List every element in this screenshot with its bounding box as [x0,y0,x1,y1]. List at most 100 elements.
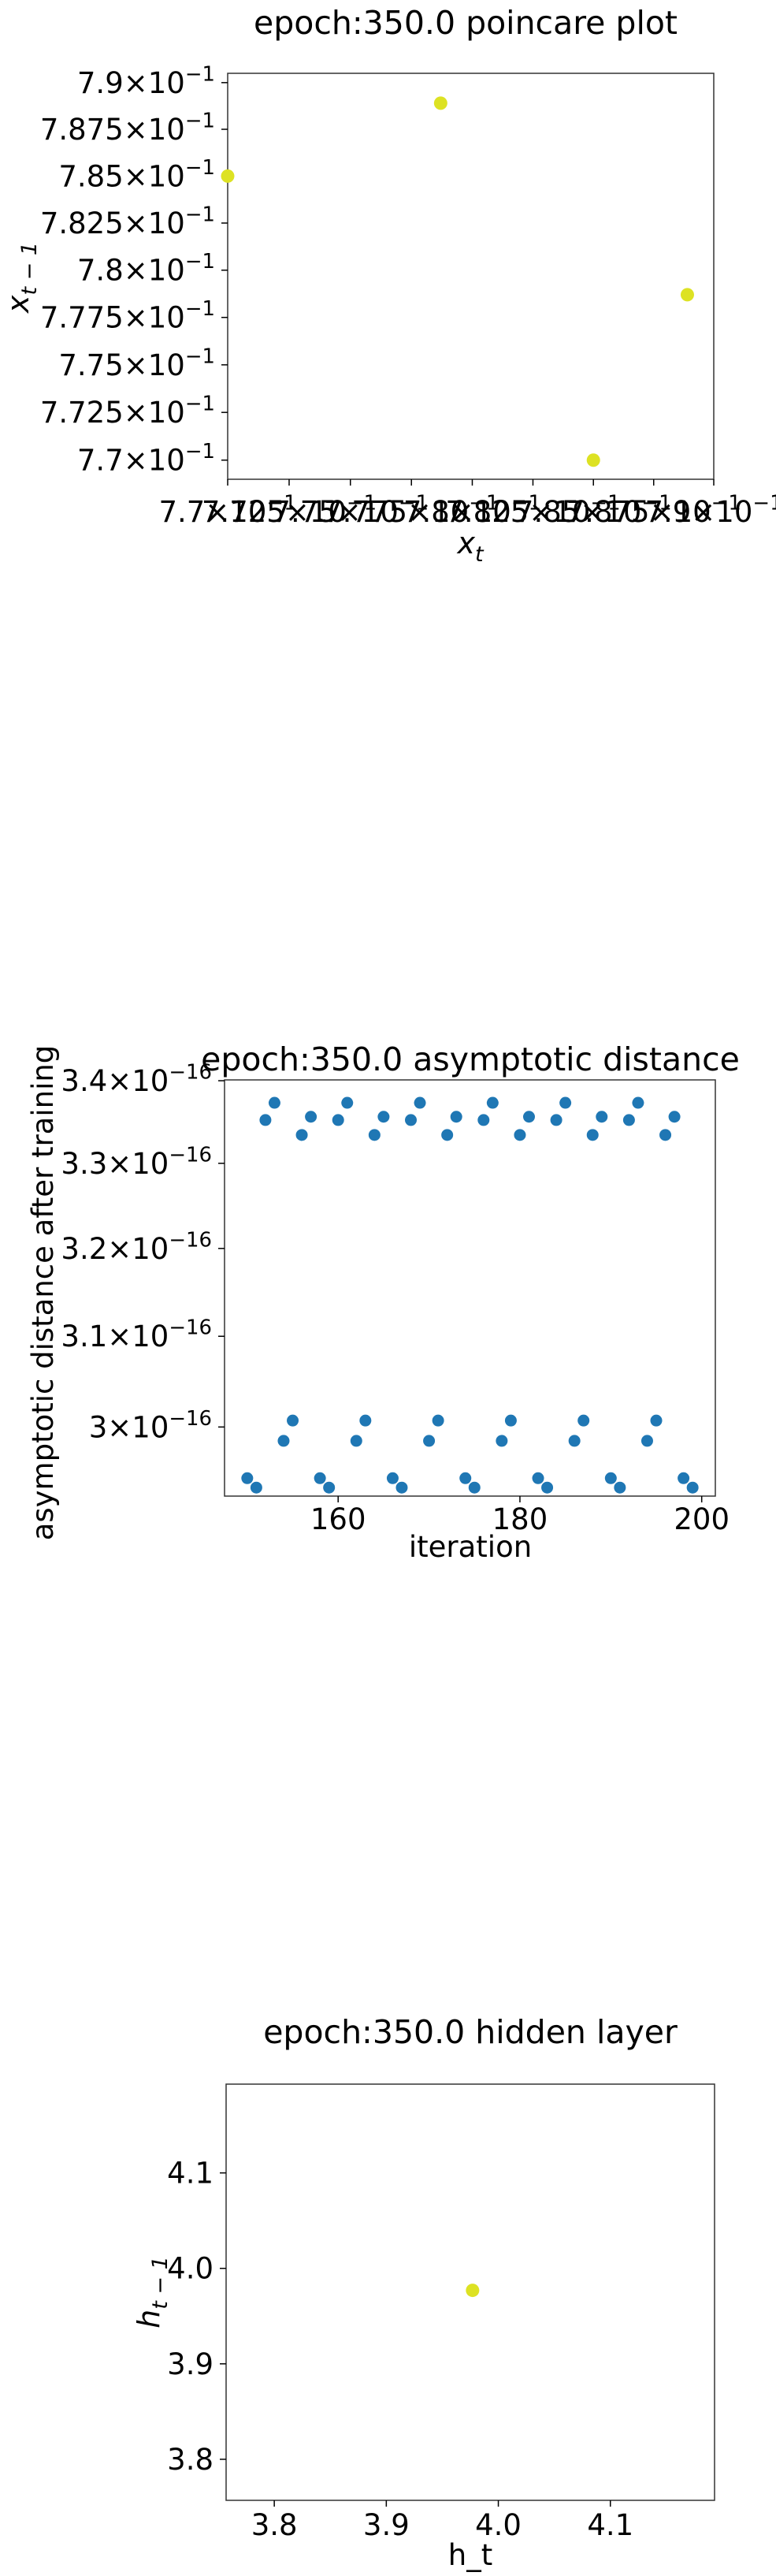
asymptotic-distance-chart: epoch:350.0 asymptotic distance 3×10−163… [26,1040,740,1564]
asymptotic-point [386,1472,399,1484]
asymptotic-point [359,1414,372,1427]
poincare-x-tick-label: 7.8×10−1 [403,491,541,529]
asymptotic-point [414,1096,426,1109]
asymptotic-point [541,1481,554,1494]
asymptotic-point [668,1111,681,1123]
asymptotic-point [650,1414,663,1427]
poincare-y-tick-label: 7.85×10−1 [58,156,215,194]
asymptotic-points [241,1096,699,1494]
poincare-point [433,96,447,110]
poincare-x-tick-label: 7.725×10−1 [202,491,377,529]
asymptotic-y-axis-label: asymptotic distance after training [26,1045,60,1541]
asymptotic-point [332,1114,344,1126]
asymptotic-point [268,1096,280,1109]
hidden-layer-x-axis-label: h_t [448,2538,492,2572]
asymptotic-point [568,1435,581,1447]
poincare-y-tick-label: 7.875×10−1 [40,109,215,147]
asymptotic-point [632,1096,644,1109]
asymptotic-point [341,1096,354,1109]
asymptotic-point [514,1129,526,1141]
poincare-chart: epoch:350.0 poincare plot 7.7×10−17.725×… [1,4,776,567]
hidden-layer-x-tick-label: 3.8 [251,2508,298,2542]
asymptotic-point [532,1472,544,1484]
poincare-plot-frame [227,73,715,480]
asymptotic-point [377,1111,390,1123]
asymptotic-x-ticks: 160 180 200 [310,1496,730,1536]
hidden-layer-y-tick-label: 3.8 [167,2443,213,2477]
asymptotic-point [659,1129,672,1141]
poincare-x-tick-label: 7.7×10−1 [158,491,296,529]
asymptotic-point [596,1111,608,1123]
hidden-layer-x-tick-label: 3.9 [363,2508,410,2542]
hidden-layer-y-axis-label: ht − 1 [132,2256,173,2328]
asymptotic-y-ticks: 3×10−16 3.1×10−16 3.2×10−16 3.3×10−16 3.4×10… [61,1060,225,1444]
asymptotic-y-tick-label: 3.2×10−16 [61,1228,212,1266]
poincare-y-tick-label: 7.825×10−1 [40,203,215,240]
poincare-y-tick-label: 7.775×10−1 [40,297,215,335]
asymptotic-point [287,1414,299,1427]
asymptotic-point [305,1111,317,1123]
asymptotic-point [277,1435,290,1447]
asymptotic-y-tick-label: 3.3×10−16 [61,1143,212,1181]
asymptotic-y-tick-label: 3.4×10−16 [61,1060,212,1098]
asymptotic-point [259,1114,272,1126]
asymptotic-x-tick-label: 200 [674,1502,730,1536]
asymptotic-point [423,1435,436,1447]
hidden-layer-x-ticks: 3.8 3.9 4.0 4.1 [251,2500,633,2542]
asymptotic-point [640,1435,653,1447]
poincare-x-tick-label: 7.825×10−1 [445,491,620,529]
asymptotic-point [459,1472,472,1484]
asymptotic-point [678,1472,690,1484]
poincare-y-tick-label: 7.8×10−1 [77,250,215,288]
hidden-layer-x-tick-label: 4.1 [587,2508,633,2542]
asymptotic-point [323,1481,336,1494]
asymptotic-point [241,1472,254,1484]
asymptotic-point [504,1414,517,1427]
asymptotic-point [496,1435,508,1447]
asymptotic-point [450,1111,462,1123]
asymptotic-point [486,1096,499,1109]
hidden-layer-chart: epoch:350.0 hidden layer 3.8 3.9 4.0 4.1 3.… [132,2013,715,2572]
asymptotic-point [314,1472,326,1484]
asymptotic-point [250,1481,262,1494]
asymptotic-point [550,1114,563,1126]
poincare-y-tick-label: 7.75×10−1 [58,344,215,382]
asymptotic-point [614,1481,626,1494]
poincare-y-axis-label: xt − 1 [1,242,42,314]
poincare-y-tick-label: 7.725×10−1 [40,393,215,430]
asymptotic-point [441,1129,454,1141]
asymptotic-point [350,1435,362,1447]
asymptotic-x-tick-label: 160 [310,1502,366,1536]
poincare-points [221,96,694,467]
asymptotic-point [477,1114,490,1126]
asymptotic-point [559,1096,572,1109]
hidden-layer-y-tick-label: 4.0 [167,2252,213,2286]
hidden-layer-y-tick-label: 3.9 [167,2347,213,2381]
asymptotic-point [468,1481,481,1494]
asymptotic-x-tick-label: 180 [492,1502,548,1536]
asymptotic-point [586,1129,599,1141]
asymptotic-plot-frame [224,1079,716,1497]
hidden-layer-points [466,2284,480,2298]
asymptotic-x-axis-label: iteration [409,1530,532,1564]
poincare-point [586,453,600,467]
poincare-y-ticks: 7.7×10−1 7.725×10−1 7.75×10−1 7.775×10−1 7.8… [40,62,228,478]
asymptotic-y-tick-label: 3×10−16 [89,1407,212,1445]
asymptotic-point [622,1114,635,1126]
hidden-layer-plot-frame [225,2083,715,2501]
poincare-x-tick-label: 7.75×10−1 [272,491,429,529]
asymptotic-point [604,1472,617,1484]
asymptotic-point [432,1414,444,1427]
asymptotic-y-tick-label: 3.1×10−16 [61,1316,212,1354]
asymptotic-point [522,1111,535,1123]
poincare-y-tick-label: 7.9×10−1 [77,62,215,100]
asymptotic-point [577,1414,590,1427]
hidden-layer-title: epoch:350.0 hidden layer [263,2013,678,2051]
asymptotic-point [405,1114,418,1126]
poincare-point [680,288,694,302]
poincare-x-axis-label: xt [456,526,485,567]
poincare-x-tick-label: 7.875×10−1 [566,491,741,529]
hidden-layer-x-tick-label: 4.0 [475,2508,522,2542]
poincare-point [221,169,235,183]
